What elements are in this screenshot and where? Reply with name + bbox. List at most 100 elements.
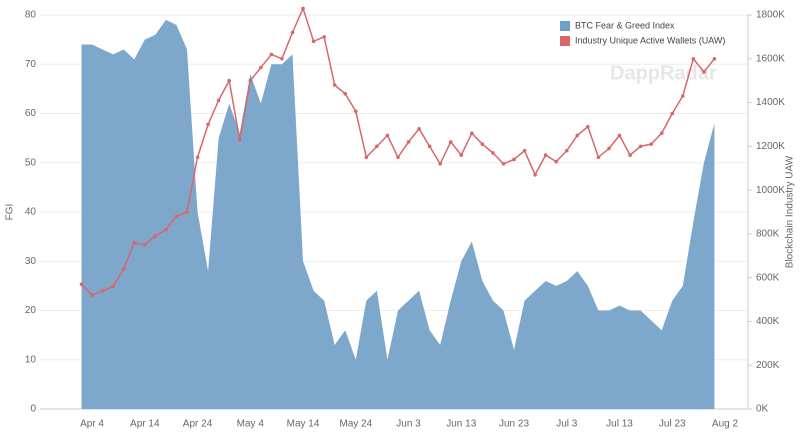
uaw-point	[153, 234, 158, 238]
uaw-point	[607, 146, 611, 151]
y-tick-label: 50	[25, 157, 37, 168]
uaw-point	[427, 144, 432, 149]
legend-label: Industry Unique Active Wallets (UAW)	[575, 35, 725, 45]
uaw-point	[248, 78, 253, 83]
y-tick-label: 20	[25, 305, 37, 316]
uaw-point	[79, 282, 84, 287]
uaw-point	[670, 111, 675, 116]
x-tick-label: May 14	[287, 419, 320, 430]
uaw-point	[206, 122, 210, 127]
uaw-point	[322, 35, 326, 39]
legend-swatch	[560, 21, 570, 31]
x-tick-label: May 4	[237, 419, 265, 430]
y2-tick-label: 1200K	[756, 141, 785, 152]
uaw-point	[280, 56, 284, 61]
uaw-point	[417, 127, 421, 131]
uaw-point	[470, 131, 474, 135]
uaw-point	[438, 162, 442, 166]
fgi-area	[81, 19, 715, 410]
uaw-point	[681, 94, 685, 98]
y-tick-label: 60	[25, 108, 37, 119]
legend-label: BTC Fear & Greed Index	[575, 20, 675, 30]
uaw-point	[596, 155, 601, 160]
uaw-point	[628, 153, 632, 157]
uaw-point	[174, 214, 179, 219]
y-axis-label: FGI	[5, 204, 16, 221]
uaw-point	[691, 56, 696, 61]
x-tick-label: Apr 14	[130, 419, 160, 430]
watermark: DappRadar	[610, 62, 717, 84]
uaw-point	[617, 133, 622, 138]
uaw-point	[364, 155, 369, 160]
uaw-point	[501, 162, 506, 166]
x-tick-label: May 24	[339, 419, 372, 430]
uaw-point	[164, 227, 168, 232]
uaw-point	[533, 172, 537, 177]
uaw-point	[554, 159, 559, 164]
x-tick-label: Apr 4	[80, 419, 104, 430]
x-tick-label: Jun 3	[396, 419, 421, 430]
uaw-point	[575, 133, 580, 138]
uaw-point	[702, 70, 706, 74]
uaw-point	[375, 144, 379, 149]
y2-axis-label: Blockchain Industry UAW	[785, 155, 796, 268]
y2-tick-label: 200K	[756, 360, 780, 371]
y-tick-label: 70	[25, 59, 37, 70]
y-tick-label: 10	[25, 354, 37, 365]
uaw-point	[448, 140, 453, 144]
x-tick-label: Jun 23	[499, 419, 529, 430]
y2-tick-label: 400K	[756, 316, 780, 327]
uaw-point	[100, 289, 105, 293]
uaw-point	[195, 155, 200, 160]
uaw-point	[659, 131, 664, 135]
uaw-point	[564, 148, 569, 153]
uaw-point	[522, 148, 527, 153]
y2-tick-label: 1600K	[756, 53, 785, 64]
uaw-point	[290, 30, 295, 35]
y2-tick-label: 600K	[756, 272, 780, 283]
x-tick-label: Jul 23	[659, 419, 686, 430]
uaw-point	[649, 142, 653, 146]
uaw-point	[406, 140, 411, 144]
uaw-point	[237, 137, 242, 142]
y-tick-label: 80	[25, 10, 37, 21]
legend-swatch	[560, 36, 570, 46]
x-tick-label: Jul 3	[556, 419, 578, 430]
uaw-point	[121, 267, 126, 271]
uaw-point	[259, 65, 263, 70]
uaw-point	[459, 153, 464, 157]
uaw-point	[311, 39, 316, 44]
x-tick-label: Jun 13	[446, 419, 476, 430]
x-tick-label: Aug 2	[712, 419, 739, 430]
uaw-point	[227, 78, 231, 83]
uaw-point	[132, 240, 137, 245]
uaw-point	[185, 210, 189, 214]
uaw-point	[396, 155, 400, 160]
y-tick-label: 0	[30, 404, 36, 415]
uaw-point	[269, 52, 274, 57]
uaw-point	[543, 153, 548, 157]
y2-tick-label: 1000K	[756, 185, 785, 196]
y2-tick-label: 1400K	[756, 97, 785, 108]
uaw-point	[712, 56, 717, 61]
uaw-point	[385, 133, 390, 138]
uaw-point	[90, 293, 94, 297]
uaw-point	[142, 243, 147, 247]
x-tick-label: Apr 24	[183, 419, 213, 430]
y2-tick-label: 1800K	[756, 10, 785, 21]
uaw-point	[216, 98, 221, 103]
uaw-point	[343, 92, 348, 96]
y2-tick-label: 800K	[756, 229, 780, 240]
y2-tick-label: 0K	[756, 404, 769, 415]
uaw-point	[353, 109, 358, 114]
y-tick-label: 40	[25, 207, 37, 218]
uaw-point	[332, 83, 337, 87]
uaw-point	[111, 284, 115, 289]
uaw-point	[586, 124, 590, 129]
uaw-point	[301, 6, 305, 11]
uaw-point	[512, 157, 516, 162]
uaw-point	[480, 142, 485, 146]
y-tick-label: 30	[25, 256, 37, 267]
